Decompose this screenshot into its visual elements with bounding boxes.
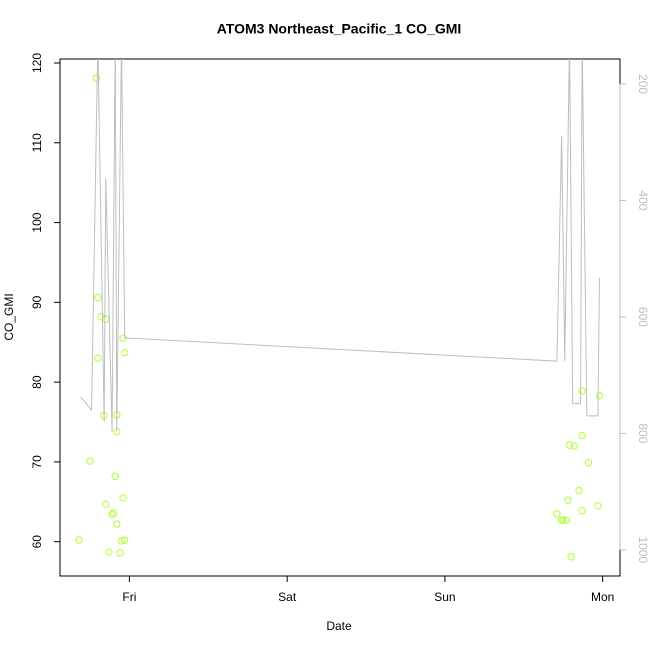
y2-tick-label: 400 xyxy=(636,190,650,210)
data-point xyxy=(109,509,118,517)
data-point xyxy=(119,494,127,502)
data-point xyxy=(113,520,121,528)
data-line xyxy=(80,59,600,432)
data-point xyxy=(584,459,593,467)
data-point xyxy=(111,472,119,480)
data-point xyxy=(567,553,575,561)
data-point xyxy=(120,536,129,544)
data-point xyxy=(116,549,124,557)
y2-tick-label: 800 xyxy=(636,423,650,443)
plot-frame xyxy=(59,58,621,577)
data-point xyxy=(117,537,126,545)
data-point xyxy=(565,441,574,449)
data-point xyxy=(94,293,102,302)
data-point xyxy=(578,431,586,440)
y-tick-label: 60 xyxy=(30,535,44,549)
data-point xyxy=(594,502,602,510)
data-point xyxy=(108,510,116,519)
y-tick-label: 80 xyxy=(30,375,44,389)
plot-area xyxy=(75,59,604,561)
y-tick-label: 100 xyxy=(30,212,44,232)
y-tick-label: 120 xyxy=(30,53,44,73)
data-point xyxy=(570,442,578,450)
y2-tick-label: 1000 xyxy=(636,536,650,563)
data-point xyxy=(595,391,604,400)
data-point xyxy=(575,486,583,495)
data-point xyxy=(578,387,586,395)
x-tick-label: Sat xyxy=(278,590,297,604)
data-point xyxy=(564,496,572,504)
data-point xyxy=(559,516,567,524)
x-tick-label: Fri xyxy=(122,590,136,604)
data-point xyxy=(75,536,83,544)
data-point xyxy=(578,506,586,515)
chart-title: ATOM3 Northeast_Pacific_1 CO_GMI xyxy=(217,21,462,37)
y-axis-title: CO_GMI xyxy=(2,293,16,340)
y-tick-label: 90 xyxy=(30,295,44,309)
data-point xyxy=(86,457,94,465)
y-tick-label: 70 xyxy=(30,455,44,469)
x-tick-label: Sun xyxy=(434,590,455,604)
x-axis-title: Date xyxy=(326,619,352,633)
data-point xyxy=(562,516,571,524)
data-point xyxy=(102,500,110,508)
y2-tick-label: 200 xyxy=(636,74,650,94)
data-point xyxy=(553,510,561,518)
y-tick-label: 110 xyxy=(30,133,44,152)
data-point xyxy=(105,548,113,556)
y2-tick-label: 600 xyxy=(636,307,650,327)
data-point xyxy=(120,348,129,357)
data-point xyxy=(94,354,102,362)
x-tick-label: Mon xyxy=(591,590,614,604)
data-point xyxy=(92,74,100,82)
